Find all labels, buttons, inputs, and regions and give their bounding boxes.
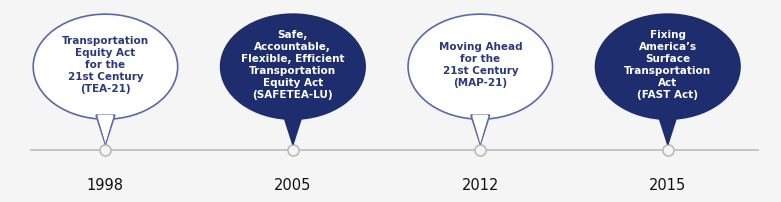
Polygon shape (284, 115, 302, 144)
Polygon shape (96, 115, 115, 144)
Text: Fixing
America’s
Surface
Transportation
Act
(FAST Act): Fixing America’s Surface Transportation … (624, 30, 711, 100)
Ellipse shape (220, 14, 365, 119)
Polygon shape (473, 115, 488, 143)
Polygon shape (658, 115, 677, 144)
Text: 1998: 1998 (87, 178, 124, 193)
Ellipse shape (408, 14, 553, 119)
Text: Safe,
Accountable,
Flexible, Efficient
Transportation
Equity Act
(SAFETEA-LU): Safe, Accountable, Flexible, Efficient T… (241, 30, 344, 100)
Polygon shape (285, 115, 301, 143)
Text: 2005: 2005 (274, 178, 312, 193)
Polygon shape (471, 115, 490, 144)
Text: 2012: 2012 (462, 178, 499, 193)
Text: Moving Ahead
for the
21st Century
(MAP-21): Moving Ahead for the 21st Century (MAP-2… (438, 42, 522, 88)
Ellipse shape (34, 14, 178, 119)
Text: 2015: 2015 (649, 178, 686, 193)
Ellipse shape (596, 14, 740, 119)
Polygon shape (98, 115, 113, 143)
Text: Transportation
Equity Act
for the
21st Century
(TEA-21): Transportation Equity Act for the 21st C… (62, 36, 149, 94)
Polygon shape (660, 115, 676, 143)
